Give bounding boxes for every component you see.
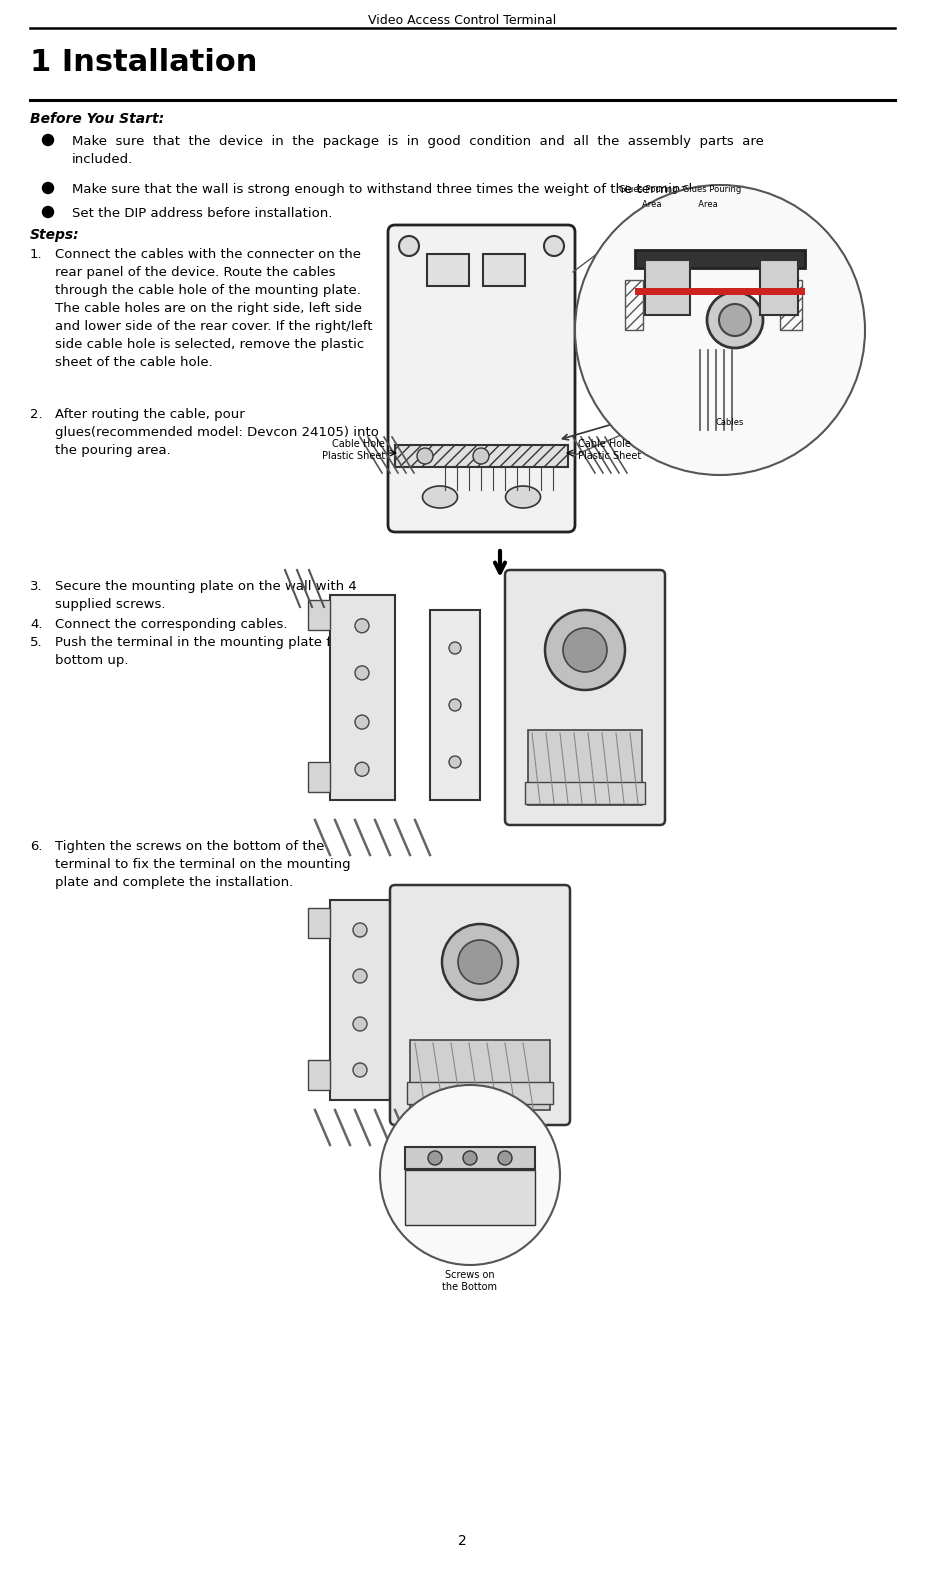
Circle shape <box>458 940 502 984</box>
Circle shape <box>355 715 369 729</box>
Text: Before You Start:: Before You Start: <box>30 112 164 126</box>
Circle shape <box>463 1151 477 1165</box>
Circle shape <box>43 134 54 145</box>
Text: 2.: 2. <box>30 408 43 420</box>
Text: Make  sure  that  the  device  in  the  package  is  in  good  condition  and  a: Make sure that the device in the package… <box>72 135 764 165</box>
Ellipse shape <box>423 486 458 508</box>
Bar <box>330 595 395 800</box>
Text: Cable Hole
Plastic Sheet: Cable Hole Plastic Sheet <box>578 439 641 461</box>
Circle shape <box>353 1017 367 1031</box>
Text: Cables: Cables <box>716 419 745 427</box>
Text: Secure the mounting plate on the wall with 4
supplied screws.: Secure the mounting plate on the wall wi… <box>55 579 357 611</box>
Text: 5.: 5. <box>30 636 43 648</box>
Bar <box>405 1147 535 1169</box>
Text: Video Access Control Terminal: Video Access Control Terminal <box>368 14 556 27</box>
Bar <box>780 280 802 331</box>
Bar <box>410 1040 550 1110</box>
Circle shape <box>449 699 461 711</box>
Circle shape <box>355 619 369 633</box>
FancyBboxPatch shape <box>505 570 665 825</box>
Bar <box>330 900 390 1100</box>
Text: 1 Installation: 1 Installation <box>30 47 257 77</box>
Bar <box>528 730 642 804</box>
Bar <box>395 445 568 467</box>
Bar <box>760 260 798 315</box>
Circle shape <box>707 293 763 348</box>
Bar <box>430 611 480 800</box>
FancyBboxPatch shape <box>388 225 575 532</box>
Text: 6.: 6. <box>30 841 43 853</box>
Circle shape <box>355 762 369 776</box>
Text: Cable Hole
Plastic Sheet: Cable Hole Plastic Sheet <box>322 439 385 461</box>
Circle shape <box>43 206 54 217</box>
Bar <box>625 280 643 331</box>
Bar <box>645 260 690 315</box>
Text: Steps:: Steps: <box>30 228 80 242</box>
Circle shape <box>719 304 751 335</box>
Bar <box>635 250 805 268</box>
Text: Push the terminal in the mounting plate from
bottom up.: Push the terminal in the mounting plate … <box>55 636 357 667</box>
Circle shape <box>43 183 54 194</box>
Circle shape <box>544 236 564 257</box>
Bar <box>308 1059 330 1091</box>
Bar <box>308 600 330 630</box>
Circle shape <box>353 970 367 984</box>
Circle shape <box>399 236 419 257</box>
Text: Connect the cables with the connecter on the
rear panel of the device. Route the: Connect the cables with the connecter on… <box>55 249 373 368</box>
Bar <box>427 253 469 286</box>
Circle shape <box>353 922 367 937</box>
Circle shape <box>563 628 607 672</box>
Text: Set the DIP address before installation.: Set the DIP address before installation. <box>72 208 332 220</box>
Circle shape <box>449 756 461 768</box>
Text: Connect the corresponding cables.: Connect the corresponding cables. <box>55 619 288 631</box>
Text: Tighten the screws on the bottom of the
terminal to fix the terminal on the moun: Tighten the screws on the bottom of the … <box>55 841 351 889</box>
Text: Make sure that the wall is strong enough to withstand three times the weight of : Make sure that the wall is strong enough… <box>72 183 697 197</box>
Bar <box>308 908 330 938</box>
Text: 2: 2 <box>458 1535 466 1547</box>
Text: After routing the cable, pour
glues(recommended model: Devcon 24105) into
the po: After routing the cable, pour glues(reco… <box>55 408 379 456</box>
FancyBboxPatch shape <box>390 885 570 1125</box>
Circle shape <box>380 1084 560 1265</box>
Circle shape <box>575 186 865 475</box>
Circle shape <box>545 611 625 689</box>
Circle shape <box>449 642 461 655</box>
Text: Screws on
the Bottom: Screws on the Bottom <box>442 1270 498 1292</box>
Text: Glues Pouring  Glues Pouring: Glues Pouring Glues Pouring <box>619 186 741 194</box>
Circle shape <box>417 449 433 464</box>
Bar <box>525 782 645 804</box>
Bar <box>635 288 805 294</box>
Text: 4.: 4. <box>30 619 43 631</box>
Text: 3.: 3. <box>30 579 43 593</box>
Circle shape <box>428 1151 442 1165</box>
Bar <box>407 1081 553 1103</box>
Text: Area              Area: Area Area <box>642 200 718 209</box>
Circle shape <box>353 1062 367 1077</box>
Ellipse shape <box>505 486 540 508</box>
Circle shape <box>355 666 369 680</box>
Circle shape <box>498 1151 512 1165</box>
Text: 1.: 1. <box>30 249 43 261</box>
Bar <box>405 1169 535 1225</box>
Circle shape <box>442 924 518 999</box>
Circle shape <box>473 449 489 464</box>
Bar <box>483 253 525 286</box>
Bar <box>308 762 330 792</box>
